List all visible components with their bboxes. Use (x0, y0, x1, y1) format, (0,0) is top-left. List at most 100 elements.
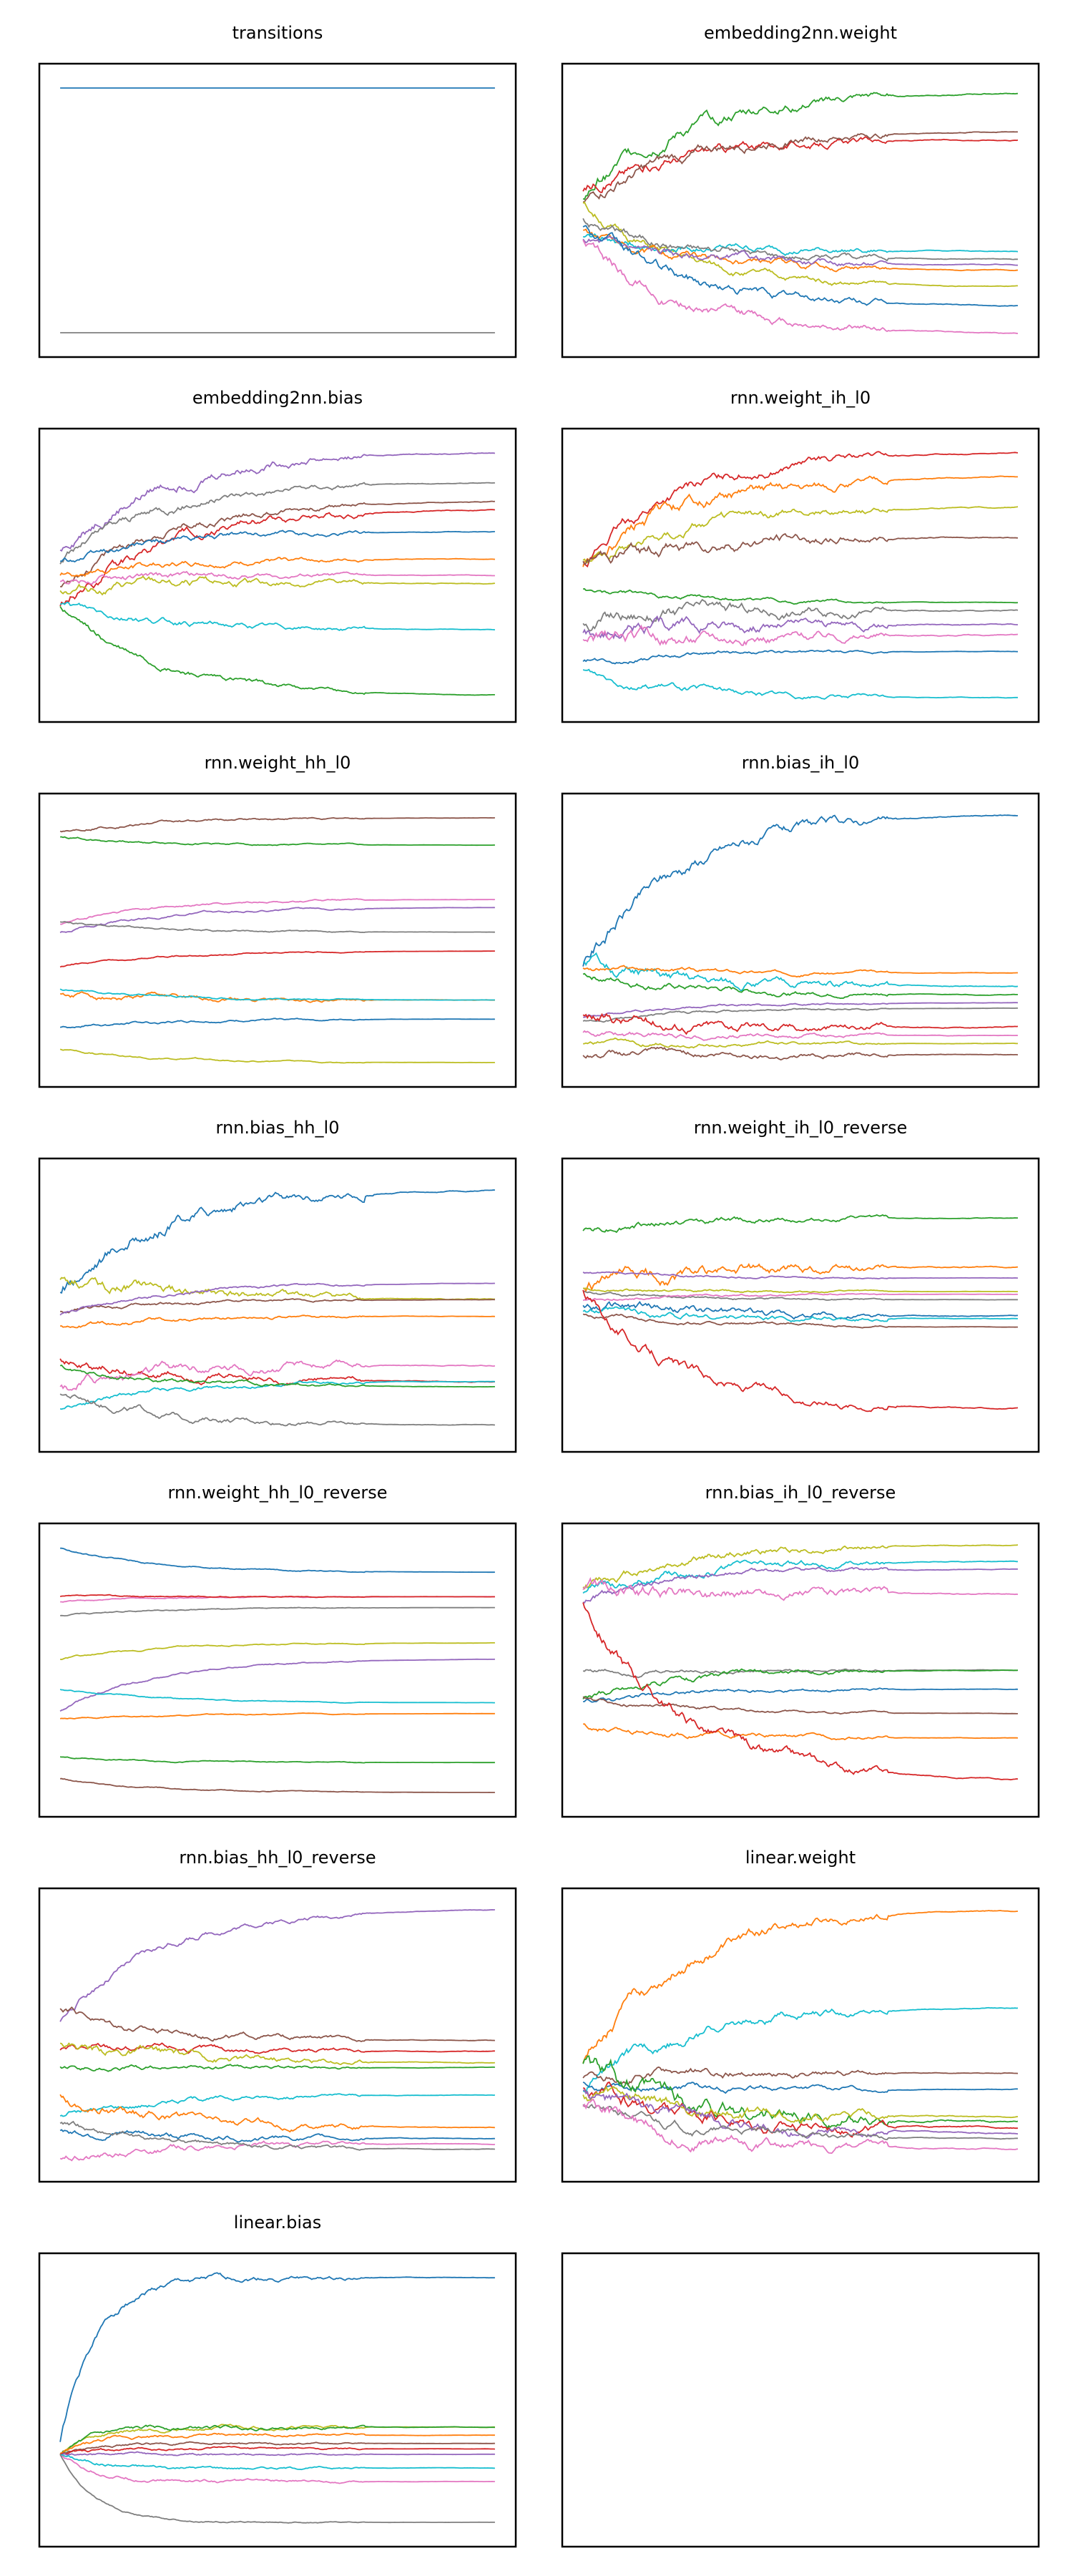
series-line-2 (60, 2424, 495, 2454)
subplot-title: rnn.bias_hh_l0 (215, 1118, 340, 1138)
series-line-6 (59, 1689, 495, 1704)
series-line-4 (582, 2055, 1019, 2129)
subplot-12: linear.bias (38, 2212, 517, 2548)
series-line-3 (582, 533, 1018, 565)
series-line-8 (59, 1018, 495, 1029)
axes-frame (38, 792, 517, 1088)
series-line-2 (583, 131, 1018, 203)
series-line-7 (582, 235, 1018, 267)
series-line-1 (583, 1262, 1018, 1293)
series-line-8 (582, 2103, 1018, 2141)
series-line-0 (582, 1910, 1018, 2064)
series-line-8 (582, 649, 1018, 665)
series-line-8 (583, 1287, 1018, 1294)
subplot-axes (561, 62, 1040, 358)
series-line-3 (582, 1576, 1019, 1601)
series-line-8 (59, 1756, 495, 1764)
series-line-5 (59, 2093, 495, 2117)
series-line-0 (59, 452, 496, 552)
series-line-6 (582, 615, 1018, 640)
series-line-6 (59, 570, 495, 585)
series-line-3 (59, 2042, 496, 2066)
series-line-9 (59, 1048, 495, 1064)
subplot-axes (561, 427, 1040, 723)
series-line-9 (582, 1046, 1018, 1060)
series-line-2 (582, 1566, 1018, 1604)
series-line-2 (60, 898, 495, 925)
subplot-axes (38, 427, 517, 723)
axes-frame (561, 427, 1040, 723)
subplot-title: embedding2nn.bias (192, 388, 363, 408)
series-line-0 (60, 1547, 495, 1574)
series-line-9 (582, 1289, 1018, 1413)
axes-frame (561, 1157, 1040, 1453)
series-line-4 (60, 2441, 495, 2455)
series-line-2 (60, 500, 495, 587)
series-line-7 (59, 1380, 495, 1410)
series-line-6 (59, 1359, 496, 1391)
subplot-7: rnn.weight_ih_l0_reverse (561, 1118, 1040, 1453)
series-line-3 (59, 907, 495, 934)
subplot-title: rnn.weight_hh_l0_reverse (167, 1483, 388, 1503)
series-line-0 (582, 814, 1018, 967)
series-line-3 (59, 2432, 495, 2454)
series-line-6 (582, 2085, 1018, 2124)
axes-frame (561, 62, 1040, 358)
axes-frame (38, 427, 517, 723)
axes-frame (38, 1887, 517, 2183)
series-line-0 (59, 2272, 495, 2442)
series-line-4 (60, 530, 495, 563)
series-line-3 (59, 1282, 495, 1316)
series-line-1 (583, 952, 1019, 992)
series-line-0 (59, 1189, 495, 1294)
subplot-title: linear.bias (233, 2212, 322, 2233)
series-line-5 (59, 950, 495, 968)
series-line-6 (583, 1687, 1018, 1703)
subplot-title: rnn.bias_hh_l0_reverse (179, 1848, 376, 1868)
series-line-5 (59, 2445, 495, 2455)
series-line-7 (59, 2454, 495, 2471)
series-line-4 (583, 1002, 1018, 1018)
series-line-0 (59, 1908, 495, 2022)
series-line-3 (59, 509, 495, 607)
subplot-title: rnn.bias_ih_l0 (741, 753, 860, 773)
series-line-7 (59, 2129, 495, 2143)
series-line-2 (582, 2066, 1018, 2087)
axes-frame (561, 1887, 1040, 2183)
subplot-title: rnn.bias_ih_l0_reverse (705, 1483, 896, 1503)
subplot-13 (561, 2252, 1040, 2548)
series-line-2 (582, 506, 1019, 564)
series-line-7 (582, 624, 1018, 646)
subplot-title: embedding2nn.weight (704, 23, 897, 43)
series-line-7 (582, 1030, 1018, 1041)
subplot-6: rnn.bias_hh_l0 (38, 1118, 517, 1453)
subplot-title: rnn.weight_ih_l0_reverse (693, 1118, 908, 1138)
series-line-6 (59, 2094, 495, 2133)
subplot-title: rnn.weight_ih_l0 (730, 388, 871, 408)
subplot-2: embedding2nn.bias (38, 388, 517, 723)
series-line-5 (582, 1668, 1018, 1699)
series-line-5 (59, 557, 495, 577)
series-line-0 (582, 1544, 1019, 1590)
subplot-title: rnn.weight_hh_l0 (204, 753, 351, 773)
series-line-7 (59, 575, 495, 596)
axes-frame (561, 1522, 1040, 1818)
series-line-2 (59, 1594, 495, 1599)
series-line-1 (582, 2006, 1018, 2094)
series-line-4 (59, 921, 495, 934)
series-line-6 (582, 1013, 1018, 1035)
series-line-4 (60, 1314, 495, 1329)
series-line-0 (582, 451, 1019, 568)
series-line-2 (582, 1271, 1018, 1280)
series-line-7 (59, 988, 495, 1001)
series-line-1 (582, 136, 1019, 193)
series-line-3 (582, 2081, 1018, 2094)
series-line-9 (582, 240, 1019, 334)
series-line-9 (582, 668, 1018, 700)
series-line-7 (582, 1292, 1018, 1302)
subplot-axes (561, 1887, 1040, 2183)
subplot-axes (38, 1887, 517, 2183)
series-line-9 (59, 605, 495, 696)
series-line-2 (60, 1298, 495, 1314)
series-line-1 (59, 2006, 495, 2042)
